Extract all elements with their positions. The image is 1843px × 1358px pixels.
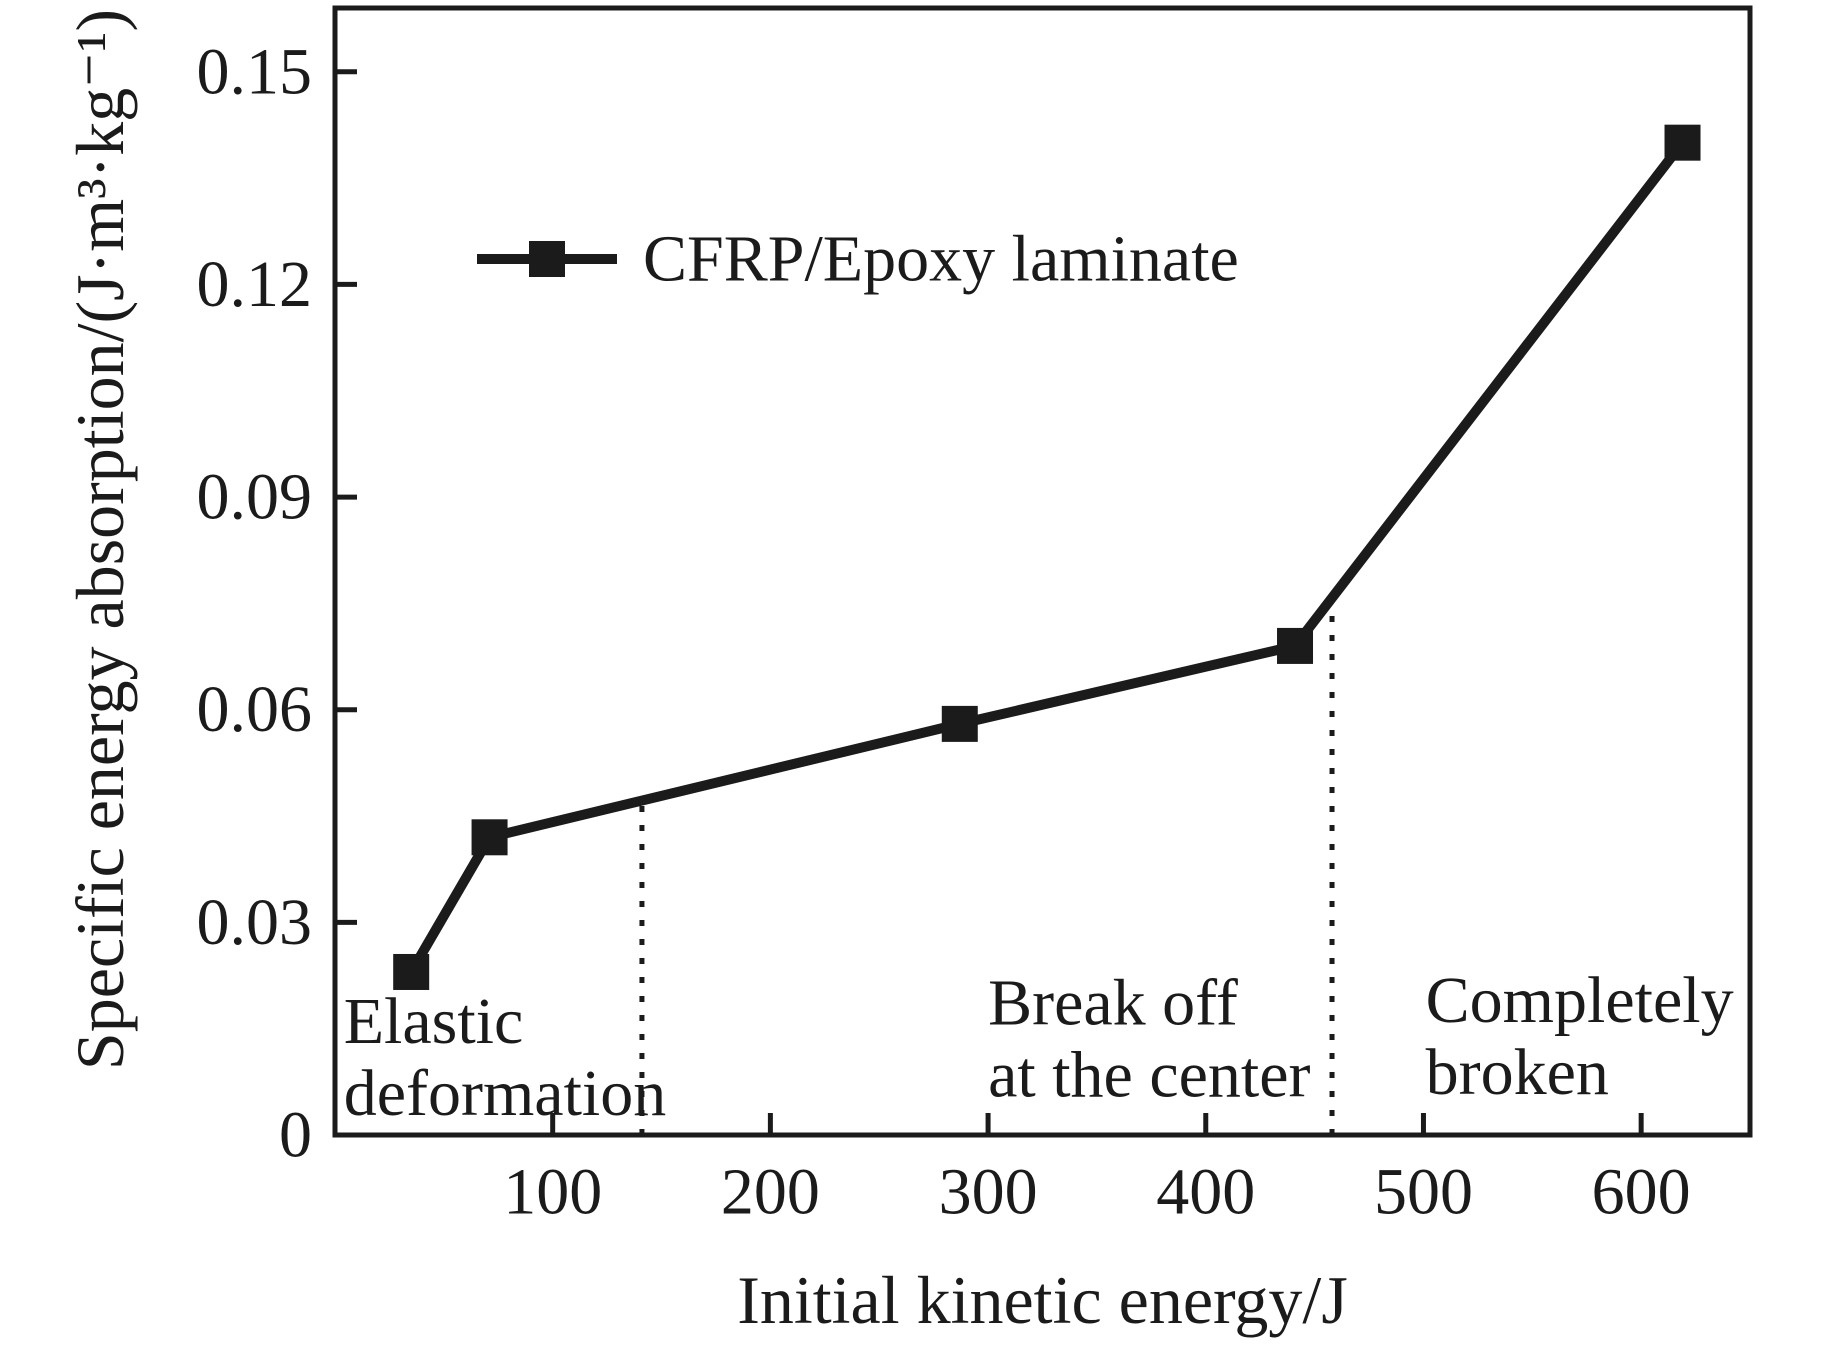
data-point-marker — [393, 953, 430, 990]
annotation-line: at the center — [988, 1039, 1310, 1112]
x-tick-label: 300 — [939, 1156, 1038, 1229]
annotation-line: deformation — [344, 1057, 667, 1130]
y-tick-label: 0 — [279, 1099, 312, 1172]
x-tick-label: 100 — [503, 1156, 602, 1229]
data-point-marker — [1664, 124, 1701, 161]
legend-label: CFRP/Epoxy laminate — [643, 223, 1239, 296]
y-tick-label: 0.15 — [197, 35, 313, 108]
annotation-line: Completely — [1426, 964, 1734, 1037]
y-tick-label: 0.12 — [197, 248, 313, 321]
annotation-line: Elastic — [344, 985, 524, 1058]
x-tick-label: 600 — [1592, 1156, 1691, 1229]
plot-frame — [332, 5, 1753, 1138]
data-point-marker — [1277, 627, 1314, 664]
data-point-marker — [471, 819, 508, 856]
x-tick-label: 200 — [721, 1156, 820, 1229]
annotation-line: Break off — [988, 967, 1238, 1040]
x-tick-label: 500 — [1374, 1156, 1473, 1229]
data-point-marker — [941, 705, 978, 742]
annotation-line: broken — [1426, 1036, 1609, 1109]
x-tick-label: 400 — [1156, 1156, 1255, 1229]
y-tick-label: 0.03 — [197, 886, 313, 959]
y-tick-label: 0.06 — [197, 673, 313, 746]
y-axis-title: Specific energy absorption/(J·m³·kg⁻¹) — [62, 9, 138, 1070]
y-tick-label: 0.09 — [197, 461, 313, 534]
x-axis-title: Initial kinetic energy/J — [737, 1262, 1348, 1338]
legend-marker — [529, 241, 565, 277]
